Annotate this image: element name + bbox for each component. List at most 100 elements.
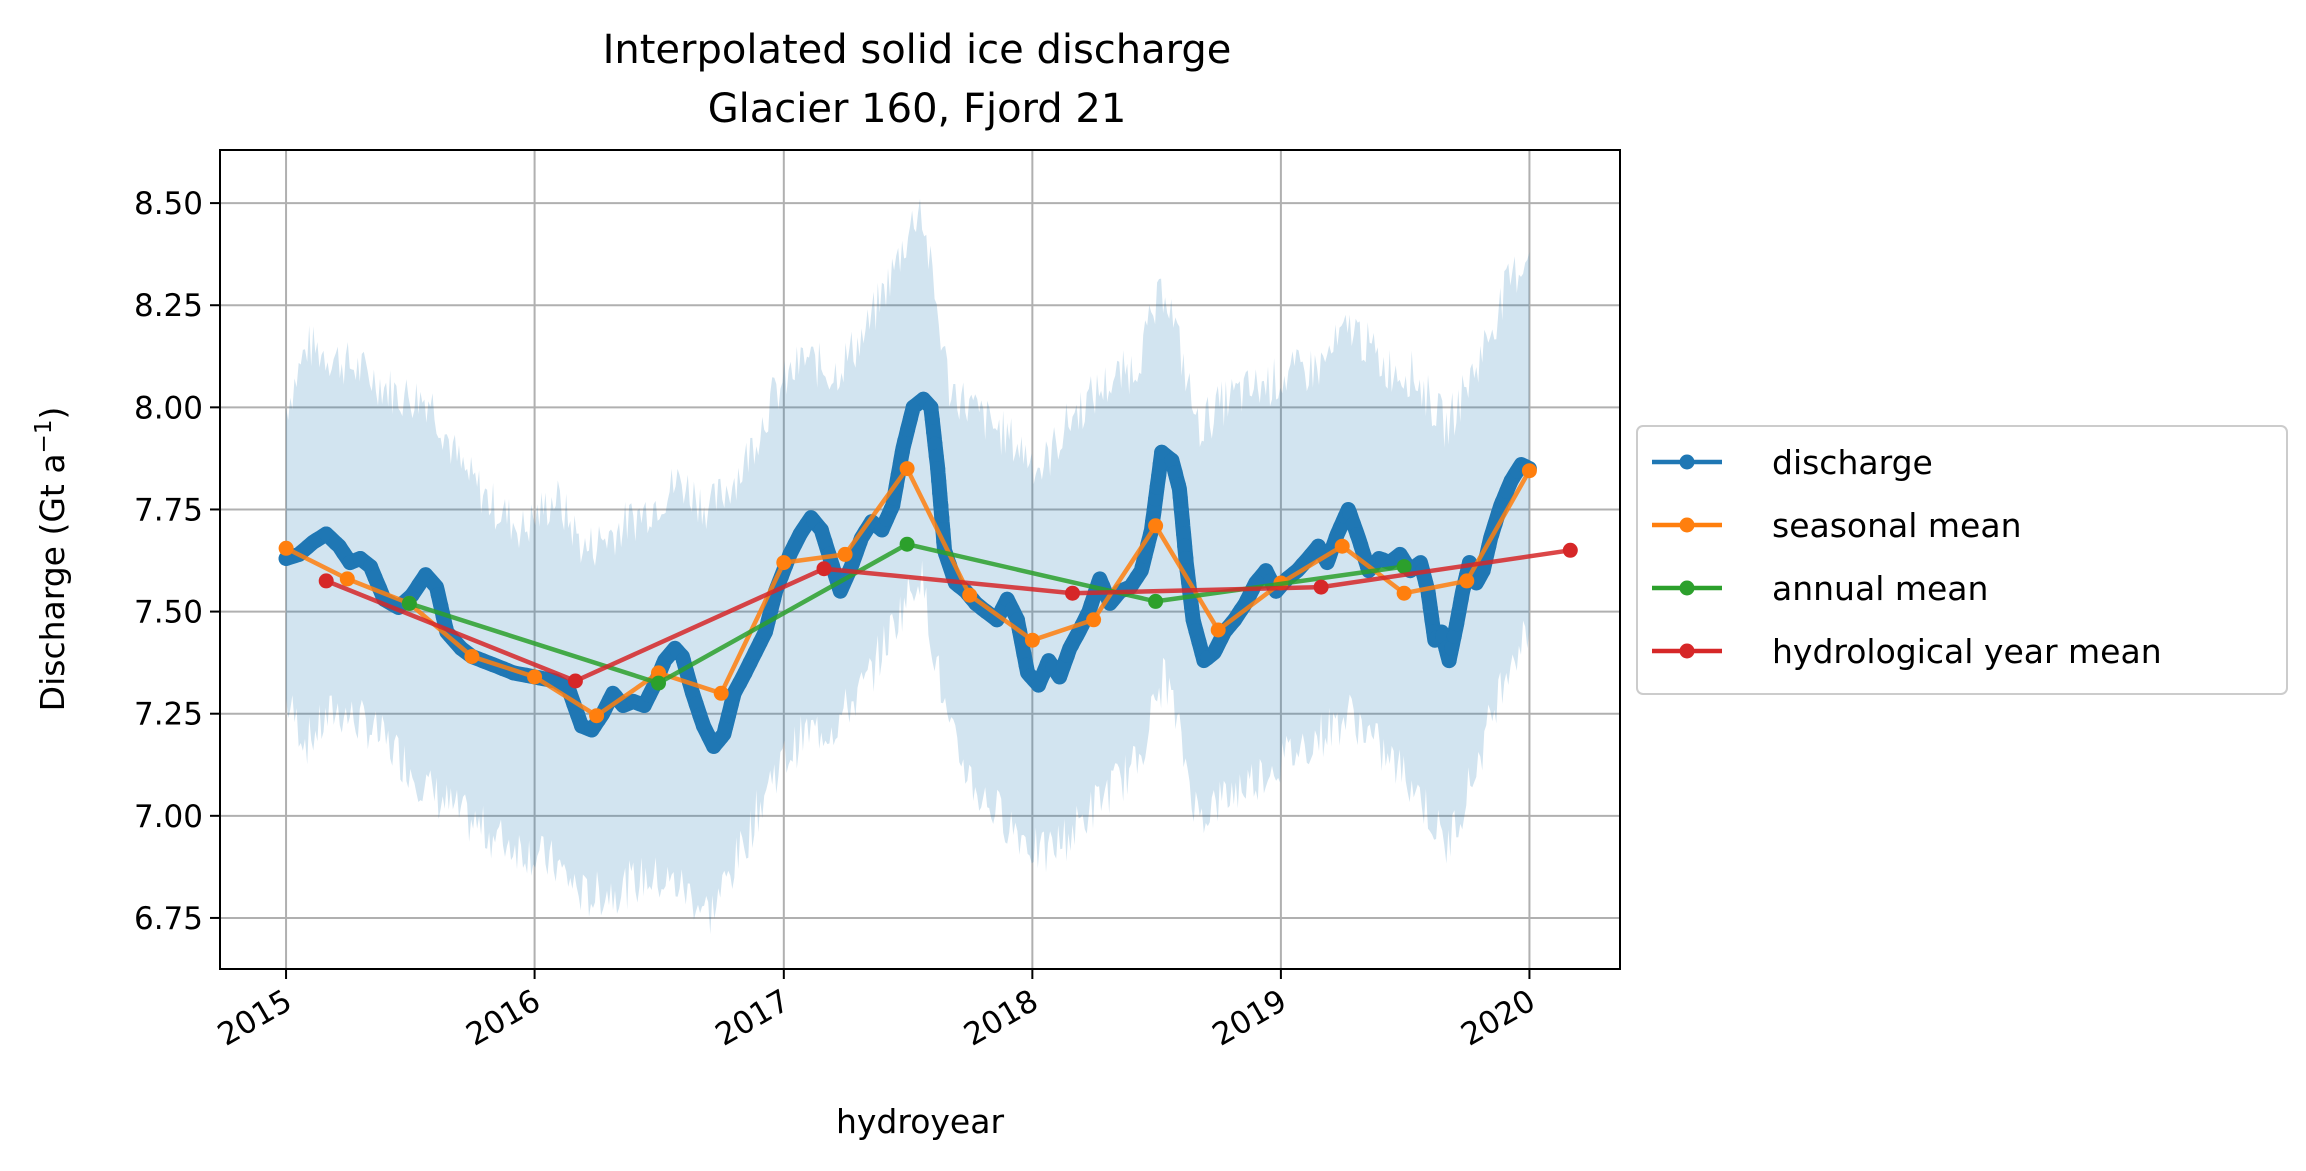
data-point — [1453, 591, 1469, 607]
data-point — [567, 673, 583, 689]
data-point — [1065, 585, 1080, 601]
data-point — [651, 675, 666, 691]
data-point — [1137, 548, 1153, 564]
series-line — [325, 548, 1571, 684]
legend-label: seasonal mean — [1772, 506, 2021, 545]
data-point — [1334, 538, 1350, 554]
y-axis-label-exponent: −1 — [31, 420, 57, 454]
data-point — [433, 598, 449, 614]
data-point — [905, 399, 921, 415]
data-point — [1446, 628, 1462, 644]
legend-entry: annual mean — [1652, 569, 1988, 608]
data-point — [1170, 477, 1186, 493]
data-point — [1152, 456, 1168, 472]
legend-label: hydrological year mean — [1772, 632, 2162, 671]
y-tick-label: 8.50 — [134, 186, 203, 222]
data-point — [924, 412, 940, 428]
data-point — [899, 461, 915, 477]
data-point — [776, 555, 792, 571]
series-hydrological-year-mean — [318, 542, 1578, 689]
data-point — [1449, 616, 1465, 632]
data-point — [1148, 491, 1164, 507]
data-point — [1313, 579, 1329, 595]
y-axis-label: Discharge (Gt a−1) — [31, 407, 72, 712]
data-point — [1475, 563, 1491, 579]
data-point — [817, 534, 833, 550]
data-point — [339, 571, 355, 587]
chart-title: Interpolated solid ice discharge — [603, 27, 1232, 73]
data-point — [1441, 653, 1457, 669]
y-tick-label: 8.00 — [134, 390, 203, 426]
data-point — [1151, 468, 1167, 484]
y-tick-label: 7.50 — [134, 595, 203, 631]
legend-swatch-marker — [1679, 580, 1695, 596]
data-point — [721, 708, 736, 724]
legend-entries: discharge seasonal mean annual mean hydrolo… — [1652, 443, 2162, 671]
data-point — [1444, 640, 1460, 656]
data-point — [1154, 444, 1170, 460]
data-point — [933, 497, 949, 513]
data-point — [926, 424, 942, 440]
data-point — [1176, 526, 1192, 542]
data-point — [813, 522, 829, 538]
data-point — [934, 510, 950, 526]
data-point — [430, 587, 446, 603]
data-point — [1435, 628, 1451, 644]
data-point — [899, 536, 915, 552]
uncertainty-band — [286, 198, 1530, 935]
data-point — [1173, 502, 1189, 517]
data-point — [278, 540, 294, 556]
data-point — [923, 399, 939, 415]
legend: discharge seasonal mean annual mean hydrolo… — [1636, 425, 2288, 695]
legend-entry: hydrological year mean — [1652, 632, 2162, 671]
data-point — [930, 461, 946, 477]
y-tick-label: 7.25 — [134, 697, 203, 733]
legend-entry: discharge — [1652, 443, 1933, 482]
plot-frame — [219, 149, 1621, 970]
data-point — [1424, 612, 1440, 628]
legend-swatch-marker — [1679, 454, 1695, 470]
legend-swatch-marker — [1679, 517, 1695, 533]
data-point — [352, 551, 368, 566]
data-point — [1396, 585, 1412, 601]
data-point — [1459, 573, 1475, 589]
data-point — [962, 587, 978, 603]
data-point — [318, 526, 334, 542]
data-point — [1164, 452, 1180, 468]
y-tick-label: 8.25 — [134, 288, 203, 324]
data-point — [816, 561, 832, 577]
data-point — [1086, 612, 1102, 628]
data-point — [932, 485, 948, 501]
legend-box — [1636, 425, 2288, 695]
legend-swatch-marker — [1679, 643, 1695, 659]
y-axis-label-close: ) — [33, 407, 72, 420]
plot-area: 6.757.007.257.507.758.008.258.50 2015 201… — [134, 149, 1621, 1053]
data-point — [1148, 593, 1164, 609]
y-tick-label: 6.75 — [134, 901, 203, 937]
data-point — [1167, 465, 1183, 481]
data-point — [931, 473, 947, 489]
data-point — [1175, 514, 1190, 530]
chart-subtitle: Glacier 160, Fjord 21 — [708, 86, 1127, 132]
x-axis-label: hydroyear — [836, 1102, 1004, 1141]
data-point — [318, 573, 334, 589]
series-seasonal-mean — [278, 461, 1537, 724]
data-point — [897, 433, 913, 449]
data-point — [1375, 552, 1391, 568]
data-point — [1146, 503, 1162, 518]
data-point — [1421, 587, 1436, 603]
legend-label: discharge — [1772, 443, 1933, 482]
data-point — [1451, 604, 1467, 620]
data-point — [401, 595, 417, 611]
data-point — [1149, 479, 1165, 495]
data-point — [1521, 463, 1537, 479]
y-tick-label: 7.75 — [134, 492, 203, 528]
data-point — [527, 669, 543, 685]
data-point — [902, 411, 918, 426]
y-axis-label-main: Discharge (Gt a — [33, 453, 72, 711]
data-point — [713, 685, 729, 701]
data-point — [1009, 612, 1025, 628]
data-point — [1177, 538, 1193, 554]
data-point — [464, 649, 480, 664]
data-point — [1178, 551, 1194, 566]
